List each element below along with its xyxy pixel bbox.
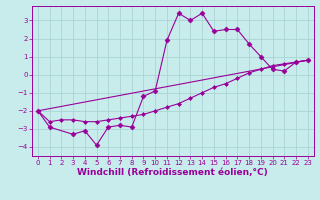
X-axis label: Windchill (Refroidissement éolien,°C): Windchill (Refroidissement éolien,°C) [77,168,268,177]
